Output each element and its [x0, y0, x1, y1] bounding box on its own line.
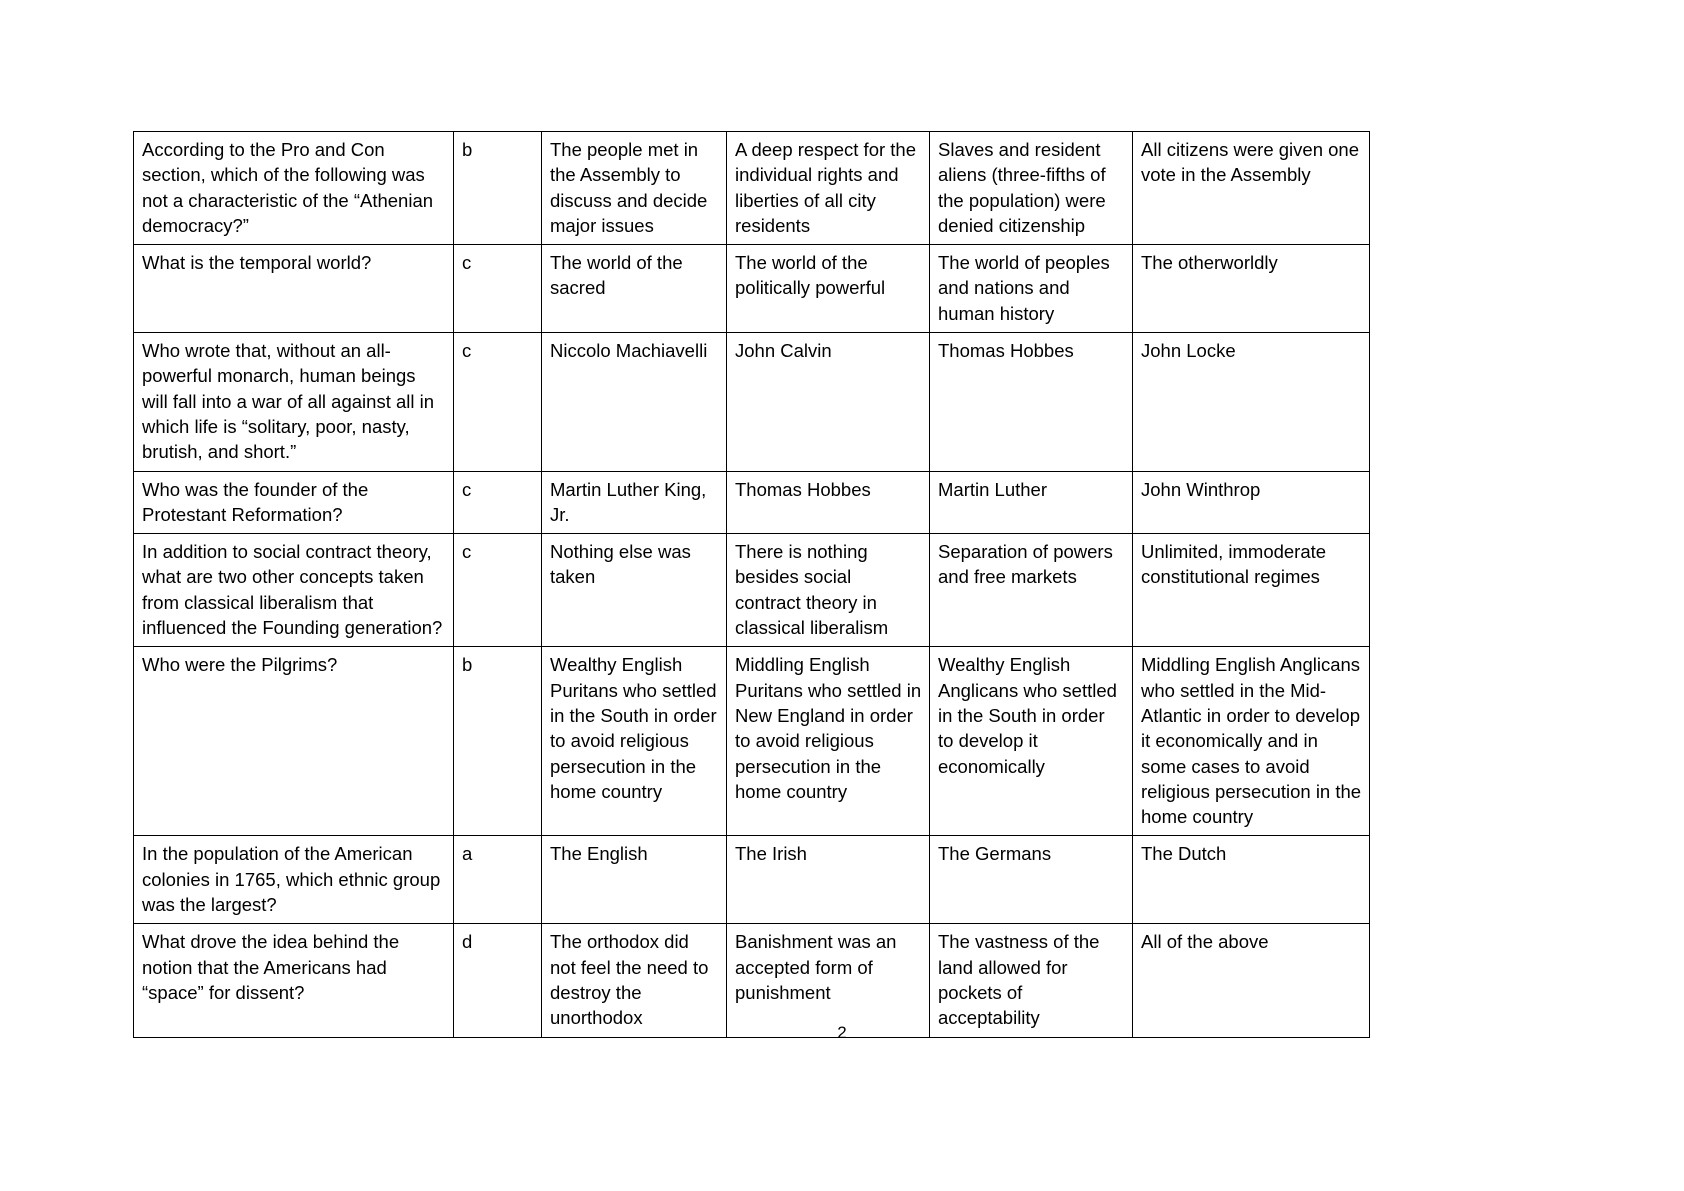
cell-option-b: Thomas Hobbes — [726, 470, 930, 535]
table-row: According to the Pro and Con section, wh… — [133, 130, 1370, 246]
table-row: Who was the founder of the Protestant Re… — [133, 470, 1370, 535]
quiz-table-body: According to the Pro and Con section, wh… — [133, 130, 1370, 1038]
cell-option-c: Martin Luther — [929, 470, 1133, 535]
cell-option-b: John Calvin — [726, 332, 930, 472]
cell-option-a: Wealthy English Puritans who settled in … — [541, 646, 727, 837]
cell-answer: a — [453, 835, 542, 925]
cell-option-d: Middling English Anglicans who settled i… — [1132, 646, 1370, 837]
cell-option-d: John Locke — [1132, 332, 1370, 472]
cell-answer: c — [453, 332, 542, 472]
cell-option-d: All of the above — [1132, 923, 1370, 1038]
cell-option-b: Middling English Puritans who settled in… — [726, 646, 930, 837]
cell-option-c: The vastness of the land allowed for poc… — [929, 923, 1133, 1038]
cell-option-b: A deep respect for the individual rights… — [726, 130, 930, 246]
cell-option-c: Separation of powers and free markets — [929, 533, 1133, 648]
cell-question: Who wrote that, without an all-powerful … — [133, 332, 454, 472]
cell-option-d: The Dutch — [1132, 835, 1370, 925]
cell-option-d: John Winthrop — [1132, 470, 1370, 535]
table-row: What is the temporal world? c The world of… — [133, 244, 1370, 334]
cell-question: In addition to social contract theory, w… — [133, 533, 454, 648]
cell-option-b: Banishment was an accepted form of punis… — [726, 923, 930, 1038]
cell-question: What drove the idea behind the notion th… — [133, 923, 454, 1038]
cell-option-d: All citizens were given one vote in the … — [1132, 130, 1370, 246]
cell-option-a: The world of the sacred — [541, 244, 727, 334]
table-row: In addition to social contract theory, w… — [133, 533, 1370, 648]
cell-question: According to the Pro and Con section, wh… — [133, 130, 454, 246]
cell-answer: b — [453, 130, 542, 246]
cell-option-a: The people met in the Assembly to discus… — [541, 130, 727, 246]
cell-option-a: The English — [541, 835, 727, 925]
cell-answer: c — [453, 470, 542, 535]
cell-answer: d — [453, 923, 542, 1038]
cell-option-d: The otherworldly — [1132, 244, 1370, 334]
page-number: 2 — [837, 1023, 847, 1042]
cell-answer: c — [453, 244, 542, 334]
cell-question: What is the temporal world? — [133, 244, 454, 334]
cell-option-b: The Irish — [726, 835, 930, 925]
cell-option-c: Wealthy English Anglicans who settled in… — [929, 646, 1133, 837]
table-row: Who wrote that, without an all-powerful … — [133, 332, 1370, 472]
cell-option-d: Unlimited, immoderate constitutional reg… — [1132, 533, 1370, 648]
cell-answer: c — [453, 533, 542, 648]
cell-question: Who were the Pilgrims? — [133, 646, 454, 837]
cell-option-b: The world of the politically powerful — [726, 244, 930, 334]
cell-option-c: The world of peoples and nations and hum… — [929, 244, 1133, 334]
cell-question: Who was the founder of the Protestant Re… — [133, 470, 454, 535]
quiz-table-container: According to the Pro and Con section, wh… — [133, 130, 1370, 1038]
cell-option-b: There is nothing besides social contract… — [726, 533, 930, 648]
cell-option-a: Niccolo Machiavelli — [541, 332, 727, 472]
table-row: Who were the Pilgrims? b Wealthy English P… — [133, 646, 1370, 837]
cell-option-a: Nothing else was taken — [541, 533, 727, 648]
table-row: In the population of the American coloni… — [133, 835, 1370, 925]
quiz-table: According to the Pro and Con section, wh… — [133, 130, 1370, 1038]
cell-option-c: Thomas Hobbes — [929, 332, 1133, 472]
cell-option-c: Slaves and resident aliens (three-fifths… — [929, 130, 1133, 246]
cell-question: In the population of the American coloni… — [133, 835, 454, 925]
cell-option-a: The orthodox did not feel the need to de… — [541, 923, 727, 1038]
table-row: What drove the idea behind the notion th… — [133, 923, 1370, 1038]
cell-option-a: Martin Luther King, Jr. — [541, 470, 727, 535]
cell-option-c: The Germans — [929, 835, 1133, 925]
cell-answer: b — [453, 646, 542, 837]
